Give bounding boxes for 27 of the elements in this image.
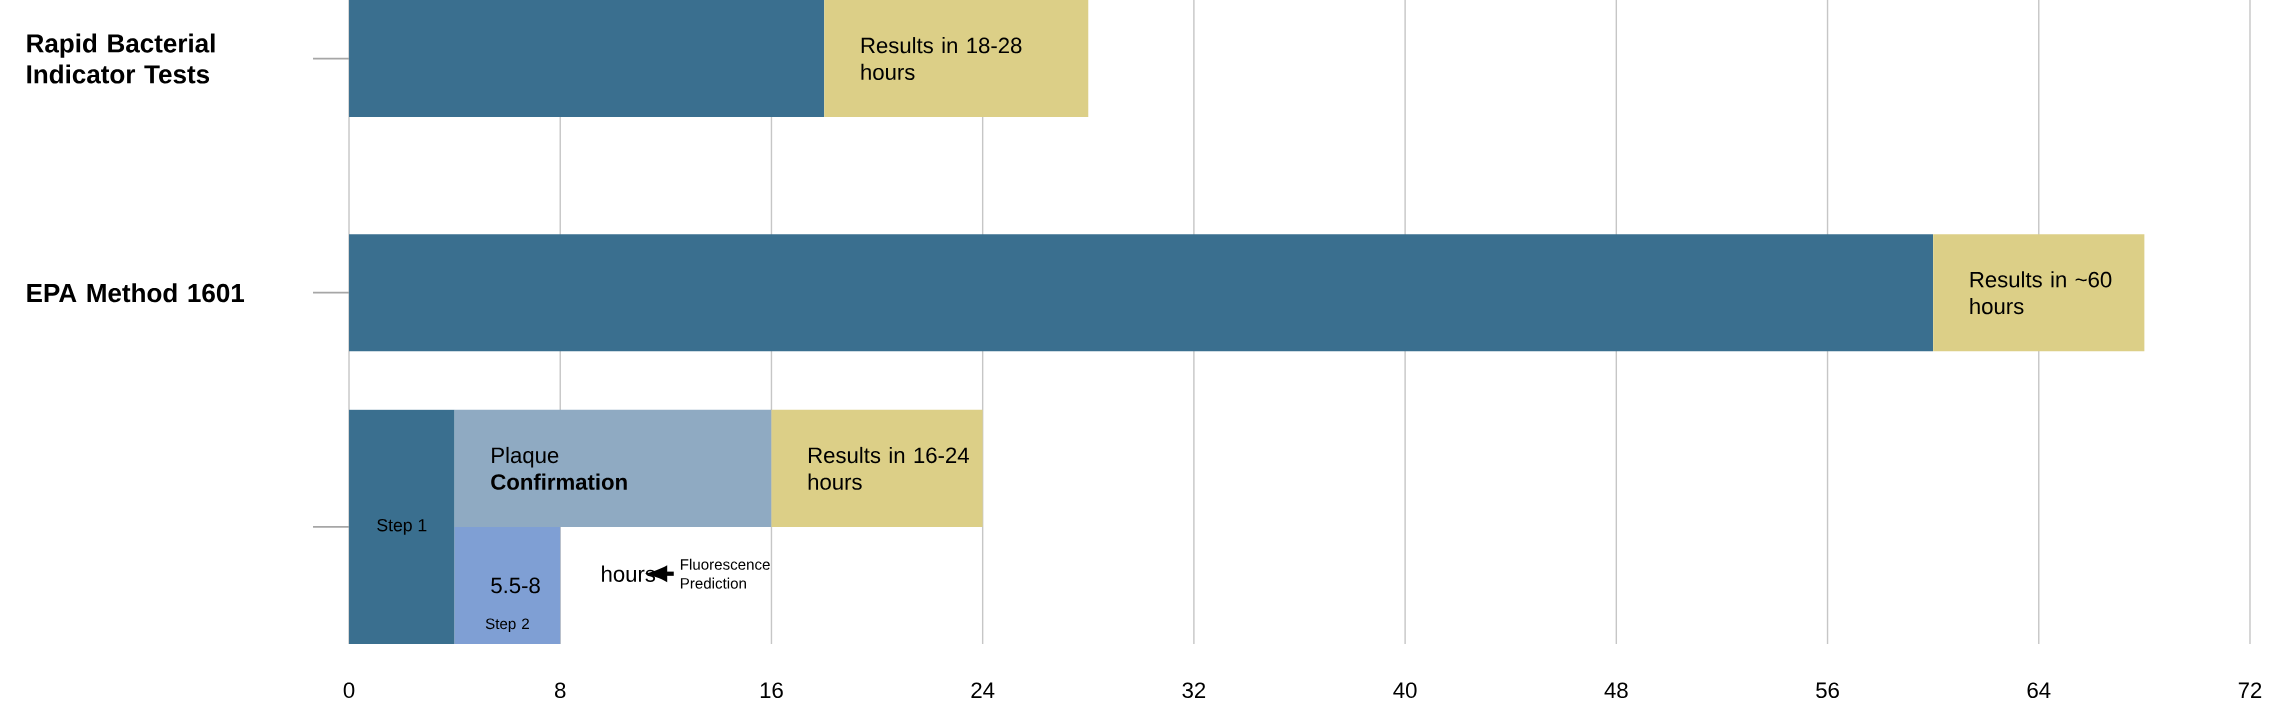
annotation: Results in 16-24 hours [808,446,969,490]
annotation: Results in 18-28 hours [861,37,1022,81]
bar [454,526,561,644]
y-tick-label: Rapid Bacterial Indicator Tests [27,33,215,84]
annotation: Fluorescence Prediction [680,558,770,589]
x-tick-label: 64 [2027,682,2051,699]
annotation: Results in ~60 hours [1970,271,2112,315]
bar [1933,234,2145,352]
y-tick-label: EPA Method 1601 [27,283,245,303]
bar [824,0,1089,118]
x-tick-label: 24 [971,682,995,698]
x-tick-label: 8 [555,682,566,699]
x-tick-label: 40 [1393,682,1417,699]
x-tick-label: 0 [343,682,355,699]
bar [349,234,1934,352]
x-tick-label: 72 [2238,682,2262,698]
bar [454,409,772,527]
data-label: Plaque Confirmation [491,446,627,490]
annotation: Step 2 [485,618,529,633]
data-label: Step 1 [377,518,427,535]
bar [349,0,825,118]
annotation: hours [602,565,656,582]
data-label: 5.5-8 [491,577,540,594]
x-tick-label: 16 [760,682,783,699]
x-tick-label: 48 [1604,682,1628,699]
x-tick-label: 56 [1816,682,1839,699]
x-tick-label: 32 [1182,682,1206,699]
